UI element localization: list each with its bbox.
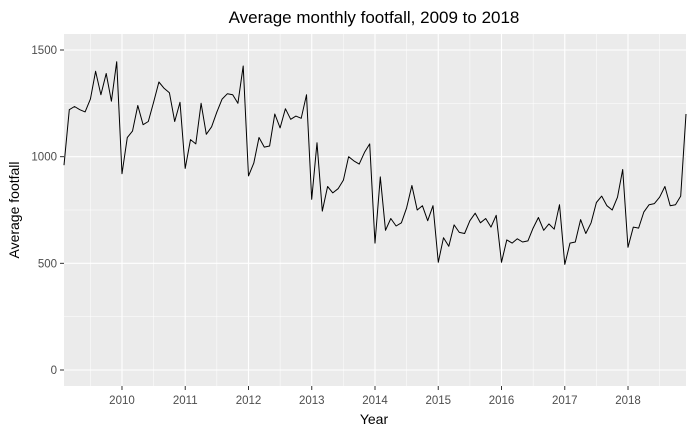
y-axis-title: Average footfall xyxy=(6,161,22,258)
x-tick-label: 2012 xyxy=(236,395,262,407)
chart-title: Average monthly footfall, 2009 to 2018 xyxy=(229,8,520,27)
x-tick-label: 2018 xyxy=(615,395,641,407)
x-tick-label: 2017 xyxy=(552,395,578,407)
x-tick-label: 2015 xyxy=(425,395,451,407)
x-tick-label: 2016 xyxy=(489,395,515,407)
x-axis-title: Year xyxy=(360,411,389,427)
series-line-0 xyxy=(63,61,687,265)
x-tick-label: 2010 xyxy=(109,395,135,407)
y-tick-label: 1500 xyxy=(31,45,57,57)
y-tick-label: 1000 xyxy=(31,152,57,164)
data-layer xyxy=(63,61,687,265)
x-tick-label: 2011 xyxy=(173,395,198,407)
x-tick-label: 2013 xyxy=(299,395,325,407)
major-gridlines xyxy=(64,34,686,386)
y-tick-label: 0 xyxy=(51,365,57,377)
y-tick-label: 500 xyxy=(38,258,57,270)
axis-ticks: 0 500 1000 1500 2010 2011 2012 2013 2014 2015 2016… xyxy=(31,45,640,407)
x-tick-label: 2014 xyxy=(362,395,388,407)
